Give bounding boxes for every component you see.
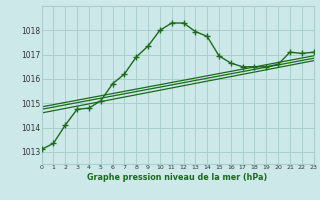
X-axis label: Graphe pression niveau de la mer (hPa): Graphe pression niveau de la mer (hPa) [87,173,268,182]
